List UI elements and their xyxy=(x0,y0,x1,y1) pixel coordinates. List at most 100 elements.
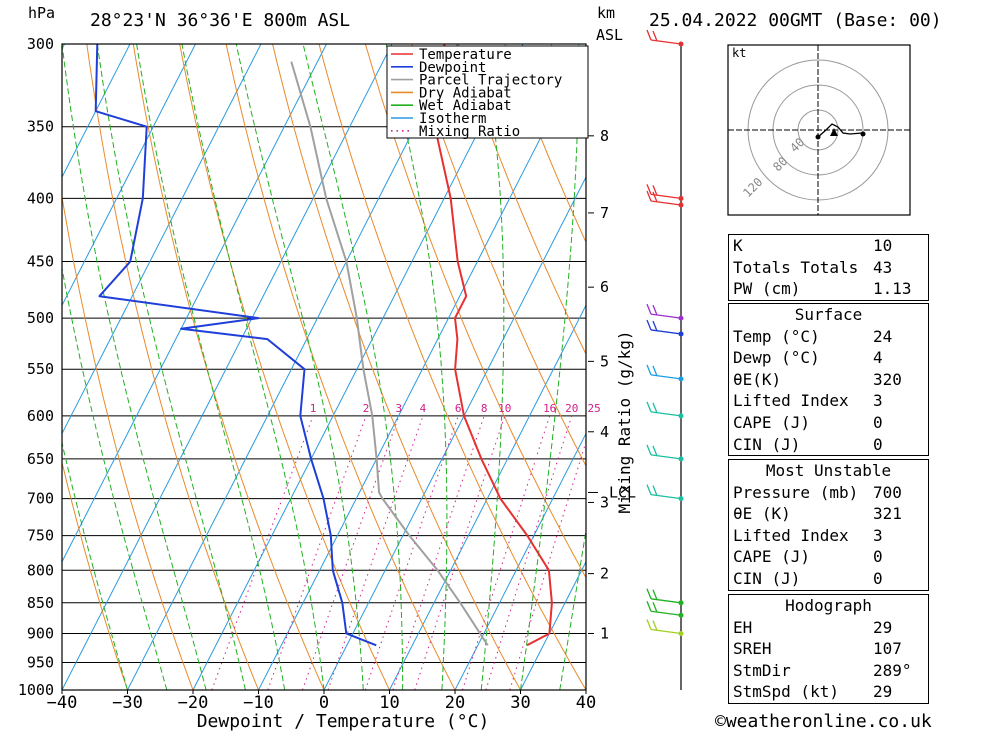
wind-barb-shaft xyxy=(650,193,682,200)
wind-barb-flag xyxy=(646,319,652,331)
index-key: Temp (°C) xyxy=(733,326,820,346)
pressure-tick-label: 500 xyxy=(27,309,54,327)
table-row: CIN (J) 0 xyxy=(729,434,928,456)
table-row: θE(K) 320 xyxy=(729,369,928,391)
storm-motion-marker xyxy=(830,128,838,136)
wind-barb-flag xyxy=(652,589,658,601)
weatheronline-credit[interactable]: ©weatheronline.co.uk xyxy=(715,711,932,732)
dry-adiabat-line xyxy=(318,44,586,690)
wet-adiabat-line xyxy=(62,44,207,690)
index-value: 0 xyxy=(873,412,883,432)
index-row-totals: Totals Totals 43 xyxy=(729,257,928,279)
indices-general-table: K 10 Totals Totals 43 PW (cm) 1.13 xyxy=(728,234,929,301)
dry-adiabat-line xyxy=(179,44,390,690)
dry-adiabat-line xyxy=(969,44,1000,690)
wind-barb-shaft xyxy=(650,610,682,616)
index-key: Dewp (°C) xyxy=(733,348,820,368)
wind-barb-shaft xyxy=(650,598,682,604)
wind-barb-flag xyxy=(652,402,658,414)
dry-adiabat-line xyxy=(225,44,456,690)
wind-barb-shaft xyxy=(650,329,682,335)
index-value: 289° xyxy=(873,660,912,680)
index-key: θE(K) xyxy=(733,369,782,389)
surface-table: Surface Temp (°C) 24 Dewp (°C) 4 θE(K) 320 … xyxy=(728,303,929,457)
wet-adiabat-line xyxy=(385,44,448,690)
index-value: 0 xyxy=(873,434,883,454)
hodograph-title: Hodograph xyxy=(785,596,872,615)
wind-barb-flag xyxy=(646,484,652,495)
index-key: StmSpd (kt) xyxy=(733,682,839,702)
table-row: θE (K) 321 xyxy=(729,503,928,525)
table-row: Dewp (°C) 4 xyxy=(729,347,928,369)
isotherm-line xyxy=(62,44,393,690)
wind-barb-flag xyxy=(646,364,652,376)
index-key: Totals Totals xyxy=(733,257,859,277)
km-tick-label: 1 xyxy=(600,624,609,642)
mixing-ratio-axis-label: Mixing Ratio (g/kg) xyxy=(615,330,634,513)
mixing-ratio-label: 6 xyxy=(455,402,462,415)
table-row: Pressure (mb) 700 xyxy=(729,482,928,504)
wind-barb-flag xyxy=(652,185,658,196)
table-row: CIN (J) 0 xyxy=(729,568,928,590)
dry-adiabat-line xyxy=(411,44,586,468)
pressure-tick-label: 950 xyxy=(27,653,54,671)
dry-adiabat-line xyxy=(86,44,259,690)
km-unit-label: km xyxy=(597,4,616,22)
index-key: CAPE (J) xyxy=(733,412,811,432)
index-key: Lifted Index xyxy=(733,525,849,545)
lcl-label: LCL xyxy=(609,483,636,501)
table-row: StmDir 289° xyxy=(729,660,928,682)
pressure-tick-label: 550 xyxy=(27,360,54,378)
km-tick-label: 3 xyxy=(600,493,609,511)
table-row: CAPE (J) 0 xyxy=(729,546,928,568)
legend-entry: Temperature xyxy=(419,47,512,63)
wind-barb-shaft xyxy=(650,200,682,206)
wind-barb-flag xyxy=(646,619,652,630)
mixing-ratio-line xyxy=(267,415,367,690)
x-tick-label: 10 xyxy=(379,693,399,713)
dry-adiabat-line xyxy=(62,194,194,690)
wind-barb-flag xyxy=(646,444,652,456)
km-tick-label: 4 xyxy=(600,423,609,441)
wind-barb-flag xyxy=(652,445,658,457)
mixing-ratio-line xyxy=(414,415,506,690)
km-tick-label: 7 xyxy=(600,204,609,222)
dry-adiabat-line xyxy=(504,44,586,244)
wind-barb-shaft xyxy=(650,454,682,460)
index-row-pw: PW (cm) 1.13 xyxy=(729,278,928,300)
mixing-ratio-line xyxy=(462,415,551,690)
mixing-ratio-label: 16 xyxy=(543,402,556,415)
mixing-ratio-line xyxy=(302,415,400,690)
dry-adiabat-line xyxy=(457,44,586,356)
pressure-tick-label: 650 xyxy=(27,450,54,468)
hodograph-end-dot xyxy=(860,131,866,137)
table-row: Lifted Index 3 xyxy=(729,390,928,412)
mixing-ratio-label: 25 xyxy=(588,402,601,415)
wind-barb-shaft xyxy=(650,313,682,319)
index-key: EH xyxy=(733,617,753,637)
hpa-unit-label: hPa xyxy=(28,4,56,22)
isotherm-line xyxy=(127,44,458,690)
wet-adiabat-line xyxy=(520,44,580,690)
index-value: 10 xyxy=(873,236,893,255)
index-value: 320 xyxy=(873,369,902,389)
pressure-tick-label: 400 xyxy=(27,189,54,207)
index-value: 0 xyxy=(873,568,883,588)
wet-adiabat-line xyxy=(235,44,364,690)
index-value: 3 xyxy=(873,391,883,411)
index-key: K xyxy=(733,236,743,255)
mixing-ratio-line xyxy=(509,440,586,690)
location-title: 28°23'N 36°36'E 800m ASL xyxy=(90,10,351,31)
mixing-ratio-line xyxy=(485,415,573,690)
wet-adiabat-line xyxy=(62,265,168,690)
dry-adiabat-line xyxy=(62,460,128,690)
pressure-tick-label: 900 xyxy=(27,624,54,642)
legend-entry: Wet Adiabat xyxy=(419,98,512,114)
pressure-tick-label: 750 xyxy=(27,527,54,545)
wind-barb-flag xyxy=(652,485,658,496)
table-row: CAPE (J) 0 xyxy=(729,412,928,434)
hodograph-start-dot xyxy=(815,134,821,140)
legend-entry: Dry Adiabat xyxy=(419,85,512,101)
wet-adiabat-line xyxy=(181,44,325,690)
km-tick-label: 8 xyxy=(600,127,609,145)
